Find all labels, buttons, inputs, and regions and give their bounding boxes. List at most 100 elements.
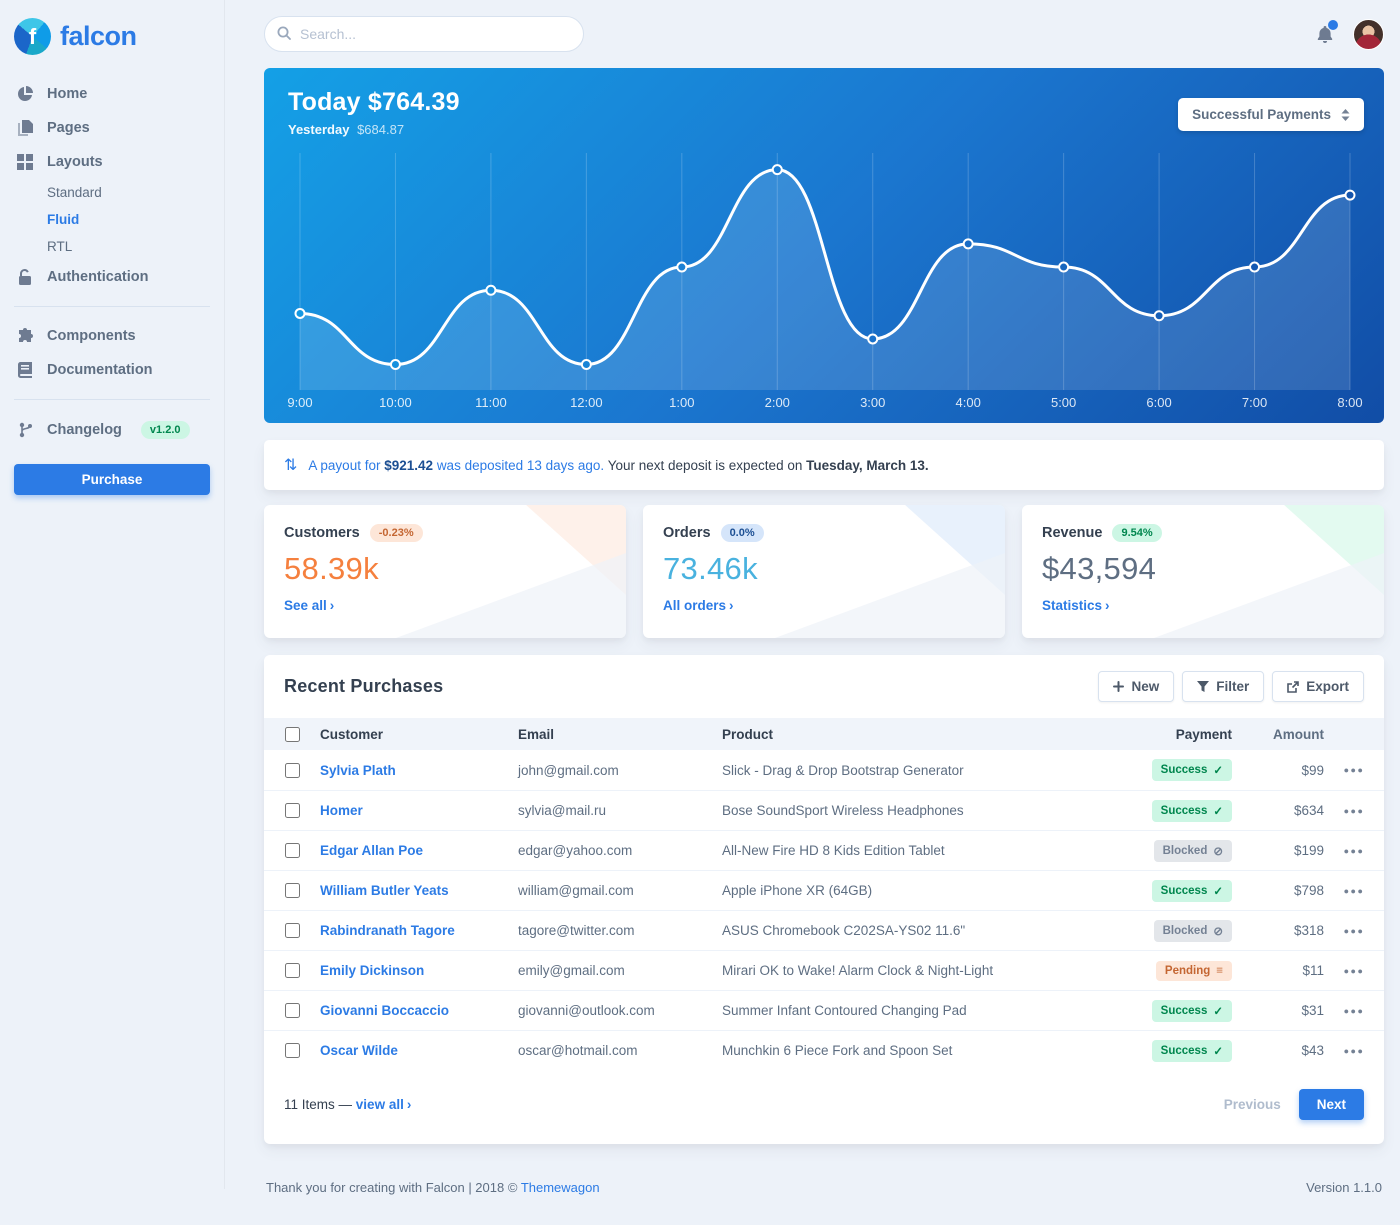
topbar-right — [1311, 18, 1384, 50]
themewagon-link[interactable]: Themewagon — [520, 1180, 600, 1195]
area-path — [300, 169, 1350, 390]
search-icon — [277, 26, 291, 40]
row-checkbox[interactable] — [284, 1043, 300, 1058]
yesterday-label: Yesterday — [288, 122, 350, 137]
notifications-bell-button[interactable] — [1311, 20, 1339, 48]
sidebar-item-label: Home — [47, 86, 88, 102]
customers-card: Customers -0.23% 58.39k See all › — [264, 505, 626, 638]
payment-status-badge: Success ✓ — [1151, 999, 1232, 1022]
sidebar-item-changelog[interactable]: Changelog v1.2.0 — [14, 412, 210, 448]
customer-link[interactable]: Emily Dickinson — [320, 963, 425, 978]
row-checkbox[interactable] — [284, 762, 300, 778]
column-header-email[interactable]: Email — [518, 726, 555, 742]
sidebar-item-components[interactable]: Components — [14, 319, 210, 353]
purchase-button[interactable]: Purchase — [14, 464, 210, 495]
all-orders-link[interactable]: All orders › — [663, 598, 734, 613]
filter-funnel-icon — [1197, 680, 1210, 693]
row-checkbox[interactable] — [284, 843, 300, 858]
table-row: Rabindranath Tagore tagore@twitter.com A… — [264, 910, 1384, 950]
payment-status-badge: Blocked ⊘ — [1153, 839, 1232, 862]
sidebar-item-label: Documentation — [47, 362, 153, 378]
user-avatar[interactable] — [1353, 18, 1384, 50]
row-checkbox[interactable] — [284, 1003, 300, 1018]
x-tick-label: 2:00 — [765, 395, 790, 410]
row-actions-button[interactable]: ●●● — [1338, 840, 1371, 862]
row-checkbox[interactable] — [284, 923, 300, 938]
select-all-checkbox[interactable] — [284, 726, 300, 742]
customer-link[interactable]: Oscar Wilde — [320, 1043, 398, 1058]
payment-status-badge: Success ✓ — [1151, 799, 1232, 822]
sidebar-item-pages[interactable]: Pages — [14, 111, 210, 145]
check-icon: ✓ — [1213, 765, 1223, 777]
row-checkbox[interactable] — [284, 963, 300, 978]
payout-text: A payout for $921.42 was deposited 13 da… — [308, 458, 928, 473]
row-checkbox[interactable] — [284, 883, 300, 898]
column-header-customer[interactable]: Customer — [320, 726, 384, 742]
table-body: Sylvia Plath john@gmail.com Slick - Drag… — [264, 750, 1384, 1070]
email-cell: john@gmail.com — [518, 762, 619, 778]
customer-link[interactable]: Homer — [320, 803, 363, 818]
view-all-link[interactable]: view all › — [355, 1097, 412, 1112]
data-point-marker — [1058, 261, 1070, 273]
email-cell: tagore@twitter.com — [518, 923, 635, 938]
email-cell: oscar@hotmail.com — [518, 1043, 638, 1058]
row-checkbox[interactable] — [284, 803, 300, 818]
search-input[interactable] — [264, 16, 584, 52]
statistics-link[interactable]: Statistics › — [1042, 598, 1110, 613]
payout-date: Tuesday, March 13. — [806, 457, 929, 473]
ban-icon: ⊘ — [1213, 845, 1223, 858]
check-icon: ✓ — [1213, 885, 1223, 898]
amount-cell: $798 — [1293, 883, 1324, 898]
payments-filter-select[interactable]: Successful Payments — [1178, 98, 1364, 131]
previous-button[interactable]: Previous — [1223, 1097, 1281, 1112]
sidebar-item-authentication[interactable]: Authentication — [14, 260, 210, 294]
layouts-sub-list: Standard Fluid RTL — [14, 179, 210, 260]
sidebar: f falcon Home Pages Layouts Standard Flu… — [0, 0, 225, 1189]
orders-card: Orders 0.0% 73.46k All orders › — [643, 505, 1005, 638]
customer-link[interactable]: Sylvia Plath — [320, 762, 396, 778]
table-footer: 11 Items — view all › Previous Next — [264, 1070, 1384, 1144]
table-row: Giovanni Boccaccio giovanni@outlook.com … — [264, 990, 1384, 1030]
book-icon — [16, 362, 34, 378]
chevron-right-icon: › — [1105, 598, 1110, 613]
row-actions-button[interactable]: ●●● — [1338, 880, 1371, 902]
payout-notice: ⇅ A payout for $921.42 was deposited 13 … — [264, 440, 1384, 490]
customer-link[interactable]: William Butler Yeats — [320, 883, 449, 898]
customer-link[interactable]: Rabindranath Tagore — [320, 923, 455, 938]
payout-prefix: A payout for — [308, 457, 381, 473]
row-actions-button[interactable]: ●●● — [1338, 1000, 1371, 1022]
sidebar-item-standard[interactable]: Standard — [47, 185, 102, 200]
row-actions-button[interactable]: ●●● — [1338, 1040, 1371, 1062]
row-actions-button[interactable]: ●●● — [1338, 960, 1371, 982]
next-button[interactable]: Next — [1298, 1089, 1364, 1120]
amount-cell: $318 — [1293, 923, 1324, 938]
x-tick-label: 4:00 — [956, 395, 981, 410]
chart-pie-icon — [16, 86, 34, 102]
sidebar-item-documentation[interactable]: Documentation — [14, 353, 210, 387]
row-actions-button[interactable]: ●●● — [1338, 800, 1371, 822]
see-all-link[interactable]: See all › — [284, 598, 335, 613]
export-button[interactable]: Export — [1272, 671, 1364, 702]
new-button[interactable]: New — [1098, 671, 1175, 702]
falcon-logo[interactable]: f falcon — [14, 12, 210, 77]
column-header-product[interactable]: Product — [722, 726, 774, 742]
chart-subtitle: Yesterday $684.87 — [288, 122, 1360, 137]
select-value: Successful Payments — [1192, 107, 1331, 122]
sidebar-item-layouts[interactable]: Layouts — [14, 145, 210, 179]
sidebar-item-home[interactable]: Home — [14, 77, 210, 111]
version-badge: v1.2.0 — [140, 421, 190, 439]
sidebar-divider — [14, 399, 210, 400]
column-header-payment[interactable]: Payment — [1175, 726, 1232, 742]
filter-button[interactable]: Filter — [1182, 671, 1265, 702]
payout-amount: $921.42 — [384, 457, 434, 473]
row-actions-button[interactable]: ●●● — [1338, 759, 1371, 781]
data-point-marker — [1153, 310, 1165, 322]
sidebar-item-label: Changelog — [47, 422, 122, 438]
customer-link[interactable]: Edgar Allan Poe — [320, 843, 424, 858]
payout-middle: was deposited 13 days ago. — [436, 457, 605, 473]
customer-link[interactable]: Giovanni Boccaccio — [320, 1003, 450, 1018]
row-actions-button[interactable]: ●●● — [1338, 920, 1371, 942]
sidebar-item-rtl[interactable]: RTL — [47, 239, 73, 254]
column-header-amount[interactable]: Amount — [1273, 726, 1324, 742]
sidebar-item-fluid[interactable]: Fluid — [47, 212, 80, 227]
